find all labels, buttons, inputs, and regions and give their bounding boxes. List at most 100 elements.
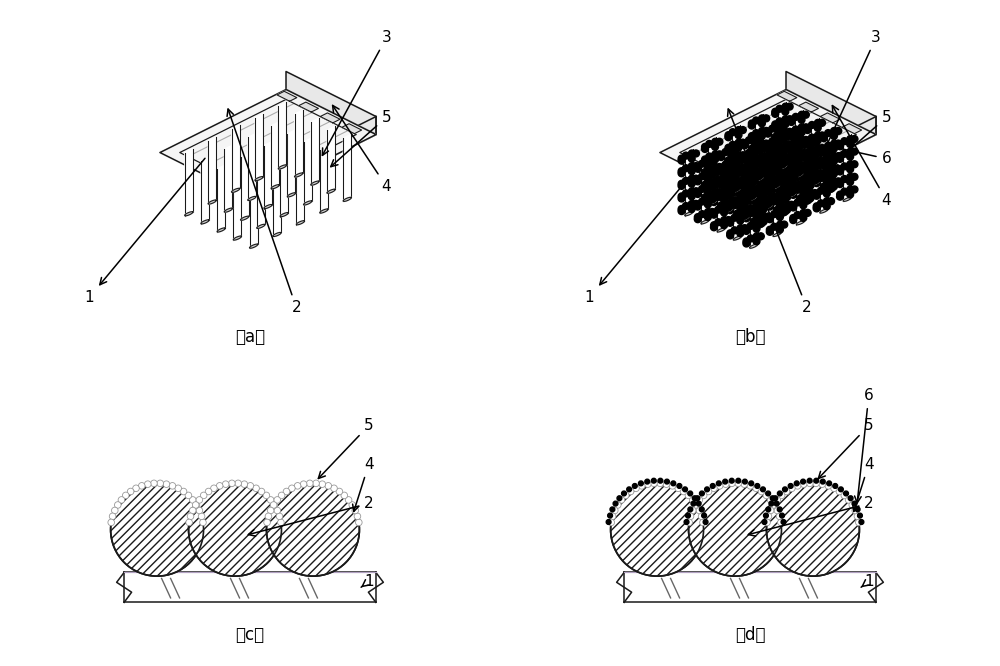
Circle shape <box>732 196 739 204</box>
Polygon shape <box>255 114 263 180</box>
Circle shape <box>781 183 788 190</box>
Circle shape <box>800 159 807 166</box>
Circle shape <box>725 159 732 166</box>
Circle shape <box>766 176 773 182</box>
Circle shape <box>771 173 778 180</box>
Circle shape <box>750 220 757 227</box>
Circle shape <box>702 513 707 518</box>
Circle shape <box>788 188 795 196</box>
Circle shape <box>704 214 711 220</box>
Circle shape <box>722 186 729 193</box>
Circle shape <box>725 182 732 189</box>
Circle shape <box>828 160 835 166</box>
Circle shape <box>820 133 827 139</box>
Circle shape <box>725 132 732 139</box>
Circle shape <box>699 185 706 192</box>
Circle shape <box>211 485 217 492</box>
Circle shape <box>294 483 301 489</box>
Circle shape <box>833 484 838 488</box>
Circle shape <box>700 519 706 525</box>
Circle shape <box>811 152 818 159</box>
Circle shape <box>699 210 706 218</box>
Circle shape <box>728 151 735 159</box>
Circle shape <box>830 145 837 152</box>
Circle shape <box>766 188 773 195</box>
Circle shape <box>817 162 824 169</box>
Polygon shape <box>820 146 828 213</box>
Circle shape <box>688 193 695 200</box>
Circle shape <box>741 178 748 184</box>
Circle shape <box>779 123 786 130</box>
Circle shape <box>705 487 709 492</box>
Circle shape <box>819 132 825 139</box>
Circle shape <box>814 175 821 182</box>
Circle shape <box>781 519 786 524</box>
Circle shape <box>851 161 858 168</box>
Circle shape <box>319 481 326 488</box>
Circle shape <box>753 485 759 492</box>
Polygon shape <box>241 153 249 220</box>
Circle shape <box>790 216 797 224</box>
Polygon shape <box>750 117 876 198</box>
Circle shape <box>761 487 765 492</box>
Circle shape <box>823 178 830 184</box>
Circle shape <box>712 176 719 183</box>
Polygon shape <box>740 216 749 220</box>
Polygon shape <box>273 232 281 236</box>
Circle shape <box>759 140 766 147</box>
Circle shape <box>712 168 719 175</box>
Polygon shape <box>804 138 812 205</box>
Circle shape <box>847 141 854 148</box>
Circle shape <box>760 205 767 212</box>
Circle shape <box>788 484 793 488</box>
Circle shape <box>753 233 760 240</box>
Circle shape <box>725 191 732 198</box>
Circle shape <box>725 172 732 178</box>
Circle shape <box>762 195 769 202</box>
Polygon shape <box>827 189 835 193</box>
Circle shape <box>732 159 739 166</box>
Circle shape <box>727 217 734 224</box>
Circle shape <box>757 208 764 214</box>
Circle shape <box>788 129 795 136</box>
Circle shape <box>706 178 713 185</box>
Polygon shape <box>208 137 216 204</box>
Polygon shape <box>343 197 351 201</box>
Circle shape <box>748 170 755 177</box>
Circle shape <box>731 189 738 196</box>
Circle shape <box>841 151 848 157</box>
Circle shape <box>743 215 750 222</box>
Circle shape <box>744 210 751 217</box>
Circle shape <box>788 144 795 151</box>
Polygon shape <box>304 201 312 205</box>
Circle shape <box>798 117 805 123</box>
Circle shape <box>766 226 773 233</box>
Circle shape <box>781 151 788 158</box>
Circle shape <box>800 184 807 191</box>
Circle shape <box>712 181 719 188</box>
Circle shape <box>838 487 843 492</box>
Circle shape <box>689 497 696 503</box>
Circle shape <box>718 204 725 211</box>
Circle shape <box>819 157 825 164</box>
Circle shape <box>852 501 857 506</box>
Circle shape <box>747 222 754 229</box>
Circle shape <box>613 501 618 506</box>
Circle shape <box>814 145 821 152</box>
Circle shape <box>771 501 778 508</box>
Polygon shape <box>717 228 725 232</box>
Circle shape <box>735 127 742 133</box>
Circle shape <box>784 176 791 183</box>
Circle shape <box>804 150 811 157</box>
Polygon shape <box>685 149 693 216</box>
Polygon shape <box>724 208 733 212</box>
Polygon shape <box>796 220 805 225</box>
Circle shape <box>807 139 814 146</box>
Circle shape <box>758 488 765 495</box>
Circle shape <box>763 140 770 147</box>
Polygon shape <box>780 212 788 216</box>
Circle shape <box>745 187 752 194</box>
Circle shape <box>753 155 760 162</box>
Circle shape <box>831 153 838 160</box>
Circle shape <box>753 143 760 149</box>
